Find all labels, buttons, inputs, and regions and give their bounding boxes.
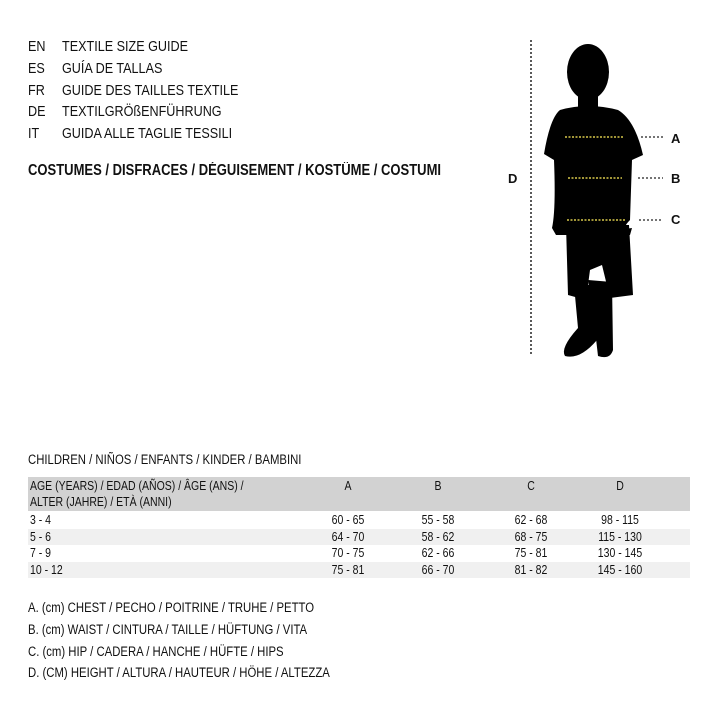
label-b: B (671, 171, 681, 186)
table-row: 10 - 12 75 - 81 66 - 70 81 - 82 145 - 16… (28, 561, 690, 578)
table-row: 7 - 9 70 - 75 62 - 66 75 - 81 130 - 145 (28, 545, 690, 562)
label-c: C (671, 212, 681, 227)
header-a: A (344, 479, 352, 493)
cell-c: 81 - 82 (514, 562, 548, 577)
cell-age: 7 - 9 (30, 546, 52, 560)
header-c: C (527, 479, 535, 493)
cell-d: 98 - 115 (601, 513, 639, 527)
cell-d: 145 - 160 (597, 562, 643, 577)
cell-a: 64 - 70 (331, 529, 365, 544)
cell-age: 5 - 6 (30, 529, 52, 544)
child-silhouette-diagram (530, 40, 663, 358)
title-text: GUIDA ALLE TAGLIE TESSILI (62, 125, 233, 142)
group-heading: CHILDREN / NIÑOS / ENFANTS / KINDER / BA… (28, 452, 302, 467)
lang-code: FR (28, 82, 45, 99)
size-table: AGE (YEARS) / EDAD (AÑOS) / ÂGE (ANS) / … (28, 477, 690, 578)
title-text: GUÍA DE TALLAS (62, 60, 163, 77)
legend-a: A. (cm) CHEST / PECHO / POITRINE / TRUHE… (28, 600, 315, 615)
cell-age: 3 - 4 (30, 513, 52, 527)
label-d: D (508, 171, 518, 186)
header-b: B (434, 479, 442, 493)
legend-b: B. (cm) WAIST / CINTURA / TAILLE / HÜFTU… (28, 622, 308, 637)
cell-b: 55 - 58 (421, 513, 455, 527)
cell-d: 115 - 130 (598, 529, 642, 544)
table-header: AGE (YEARS) / EDAD (AÑOS) / ÂGE (ANS) / … (28, 477, 690, 511)
label-leaders (638, 136, 663, 221)
title-text: TEXTILGRÖßENFÜHRUNG (62, 103, 222, 120)
cell-a: 75 - 81 (331, 562, 365, 577)
header-d: D (616, 479, 624, 493)
category-heading: COSTUMES / DISFRACES / DÉGUISEMENT / KOS… (28, 162, 442, 179)
child-silhouette (544, 44, 643, 358)
cell-b: 62 - 66 (421, 546, 455, 560)
legend-d: D. (CM) HEIGHT / ALTURA / HAUTEUR / HÖHE… (28, 665, 330, 680)
lang-code: DE (28, 103, 46, 120)
lang-code: IT (28, 125, 40, 142)
title-text: TEXTILE SIZE GUIDE (62, 38, 189, 55)
cell-b: 58 - 62 (421, 529, 455, 544)
lang-code: ES (28, 60, 45, 77)
title-text: GUIDE DES TAILLES TEXTILE (62, 82, 239, 99)
cell-c: 68 - 75 (514, 529, 548, 544)
header-age-line1: AGE (YEARS) / EDAD (AÑOS) / ÂGE (ANS) / (30, 479, 244, 493)
cell-b: 66 - 70 (421, 562, 455, 577)
cell-a: 70 - 75 (331, 546, 365, 560)
label-a: A (671, 131, 681, 146)
lang-code: EN (28, 38, 46, 55)
legend-c: C. (cm) HIP / CADERA / HANCHE / HÜFTE / … (28, 644, 284, 659)
cell-c: 75 - 81 (514, 546, 548, 560)
table-row: 3 - 4 60 - 65 55 - 58 62 - 68 98 - 115 (28, 512, 690, 529)
cell-c: 62 - 68 (514, 513, 548, 527)
cell-d: 130 - 145 (597, 546, 643, 560)
measure-lines (565, 136, 626, 221)
table-row: 5 - 6 64 - 70 58 - 62 68 - 75 115 - 130 (28, 528, 690, 545)
cell-a: 60 - 65 (331, 513, 365, 527)
cell-age: 10 - 12 (30, 562, 63, 577)
header-age-line2: ALTER (JAHRE) / ETÀ (ANNI) (30, 495, 172, 509)
